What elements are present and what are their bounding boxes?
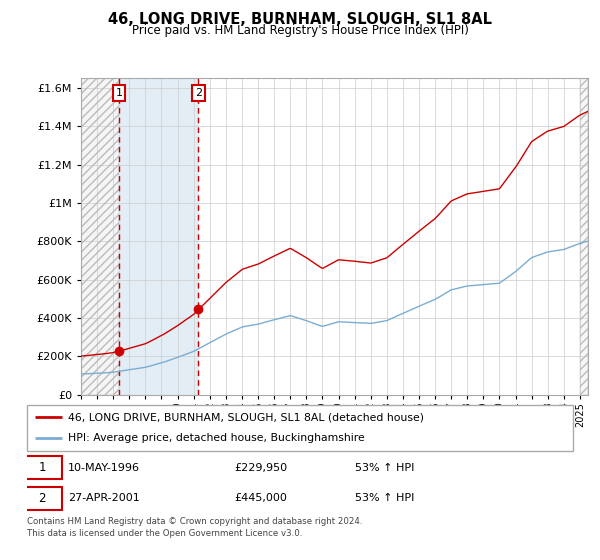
FancyBboxPatch shape bbox=[27, 405, 573, 451]
Text: 1: 1 bbox=[38, 461, 46, 474]
Text: 10-MAY-1996: 10-MAY-1996 bbox=[68, 463, 140, 473]
Bar bbox=[580, 78, 588, 395]
Text: 27-APR-2001: 27-APR-2001 bbox=[68, 493, 140, 503]
Bar bbox=[81, 78, 119, 395]
Text: HPI: Average price, detached house, Buckinghamshire: HPI: Average price, detached house, Buck… bbox=[68, 433, 365, 444]
Text: £229,950: £229,950 bbox=[235, 463, 287, 473]
FancyBboxPatch shape bbox=[22, 487, 62, 510]
Text: 46, LONG DRIVE, BURNHAM, SLOUGH, SL1 8AL: 46, LONG DRIVE, BURNHAM, SLOUGH, SL1 8AL bbox=[108, 12, 492, 27]
FancyBboxPatch shape bbox=[22, 456, 62, 479]
Text: Contains HM Land Registry data © Crown copyright and database right 2024.: Contains HM Land Registry data © Crown c… bbox=[27, 517, 362, 526]
Text: 53% ↑ HPI: 53% ↑ HPI bbox=[355, 463, 414, 473]
Text: £445,000: £445,000 bbox=[235, 493, 287, 503]
Text: 46, LONG DRIVE, BURNHAM, SLOUGH, SL1 8AL (detached house): 46, LONG DRIVE, BURNHAM, SLOUGH, SL1 8AL… bbox=[68, 412, 424, 422]
Text: 2: 2 bbox=[195, 88, 202, 98]
Text: Price paid vs. HM Land Registry's House Price Index (HPI): Price paid vs. HM Land Registry's House … bbox=[131, 24, 469, 36]
Bar bbox=[119, 78, 199, 395]
Bar bbox=[81, 78, 119, 395]
Text: 53% ↑ HPI: 53% ↑ HPI bbox=[355, 493, 414, 503]
Bar bbox=[580, 78, 588, 395]
Text: 2: 2 bbox=[38, 492, 46, 505]
Text: This data is licensed under the Open Government Licence v3.0.: This data is licensed under the Open Gov… bbox=[27, 529, 302, 538]
Text: 1: 1 bbox=[115, 88, 122, 98]
